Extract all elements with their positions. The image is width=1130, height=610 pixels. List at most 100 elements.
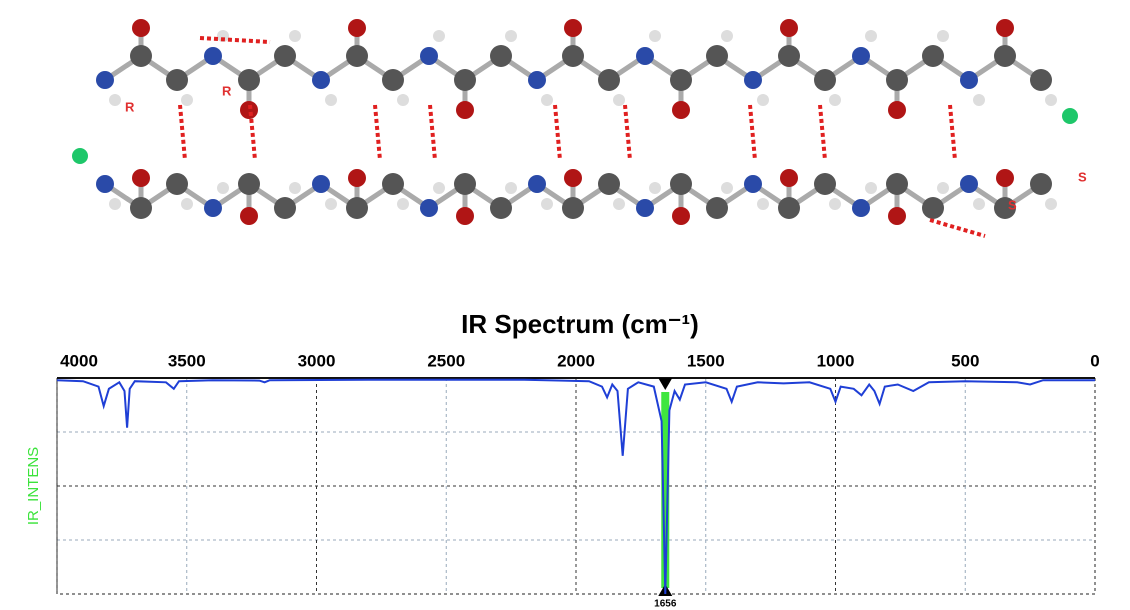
nitrogen-atom [420,47,438,65]
carbon-atom [454,69,476,91]
carbon-atom [238,69,260,91]
oxygen-atom [780,169,798,187]
hydrogen-atom [217,182,229,194]
carbon-atom [778,45,800,67]
hydrogen-atom [937,30,949,42]
oxygen-atom [996,169,1014,187]
nitrogen-atom [312,175,330,193]
carbon-atom [166,173,188,195]
hydrogen-bond [178,104,187,161]
hydrogen-atom [613,94,625,106]
oxygen-atom [456,101,474,119]
stereo-label: R [222,83,232,98]
carbon-atom [274,45,296,67]
carbon-atom [706,45,728,67]
carbon-atom [778,197,800,219]
carbon-atom [814,173,836,195]
carbon-atom [886,69,908,91]
hydrogen-bond [748,104,757,161]
nitrogen-atom [852,199,870,217]
hydrogen-atom [865,30,877,42]
oxygen-atom [996,19,1014,37]
x-tick-label: 0 [1090,351,1099,370]
carbon-atom [706,197,728,219]
nitrogen-atom [852,47,870,65]
carbon-atom [814,69,836,91]
nitrogen-atom [636,199,654,217]
hydrogen-bond [553,104,562,161]
carbon-atom [382,173,404,195]
oxygen-atom [564,169,582,187]
hydrogen-atom [937,182,949,194]
nitrogen-atom [312,71,330,89]
hydrogen-atom [541,94,553,106]
hydrogen-atom [613,198,625,210]
hydrogen-atom [217,30,229,42]
hydrogen-atom [433,182,445,194]
hydrogen-atom [1045,94,1057,106]
carbon-atom [994,197,1016,219]
oxygen-atom [456,207,474,225]
hydrogen-atom [757,94,769,106]
nitrogen-atom [960,71,978,89]
molecule: R R S S [72,19,1087,238]
nitrogen-atom [420,199,438,217]
carbon-atom [994,45,1016,67]
hydrogen-atom [181,198,193,210]
hydrogen-atom [829,198,841,210]
y-axis-label: IR_INTENS [25,447,42,525]
oxygen-atom [564,19,582,37]
oxygen-atom [240,101,258,119]
x-tick-label: 4000 [60,351,98,370]
carbon-atom [1030,69,1052,91]
hydrogen-bond [818,104,827,161]
hydrogen-bond [373,104,382,161]
hydrogen-atom [865,182,877,194]
x-tick-label: 1000 [817,351,855,370]
hydrogen-atom [109,94,121,106]
carbon-atom [922,45,944,67]
carbon-atom [670,173,692,195]
carbon-atom [598,69,620,91]
hydrogen-atom [397,94,409,106]
carbon-atom [922,197,944,219]
carbon-atom [670,69,692,91]
stereo-label: S [1078,169,1087,184]
hydrogen-bond [948,104,957,161]
stereo-label: S [1008,197,1017,212]
nitrogen-atom [96,71,114,89]
oxygen-atom [240,207,258,225]
hydrogen-atom [325,198,337,210]
nitrogen-atom [528,71,546,89]
nitrogen-atom [636,47,654,65]
hydrogen-atom [649,182,661,194]
x-tick-label: 2000 [557,351,595,370]
nitrogen-atom [204,199,222,217]
hydrogen-atom [757,198,769,210]
hydrogen-atom [181,94,193,106]
carbon-atom [346,197,368,219]
hydrogen-atom [505,182,517,194]
hydrogen-atom [649,30,661,42]
hydrogen-atom [973,94,985,106]
hydrogen-atom [829,94,841,106]
oxygen-atom [672,101,690,119]
spectrum-line [56,378,1095,595]
carbon-atom [166,69,188,91]
metal-atom [72,148,88,164]
hydrogen-atom [289,182,301,194]
chart-title: IR Spectrum (cm⁻¹) [461,309,699,339]
nitrogen-atom [744,175,762,193]
carbon-atom [886,173,908,195]
hydrogen-bond [929,218,986,238]
carbon-atom [346,45,368,67]
oxygen-atom [132,169,150,187]
stereo-label: R [125,99,135,114]
selected-peak-highlight [661,392,670,588]
hydrogen-atom [541,198,553,210]
marker-triangle [658,378,673,390]
hydrogen-atom [973,198,985,210]
carbon-atom [490,45,512,67]
